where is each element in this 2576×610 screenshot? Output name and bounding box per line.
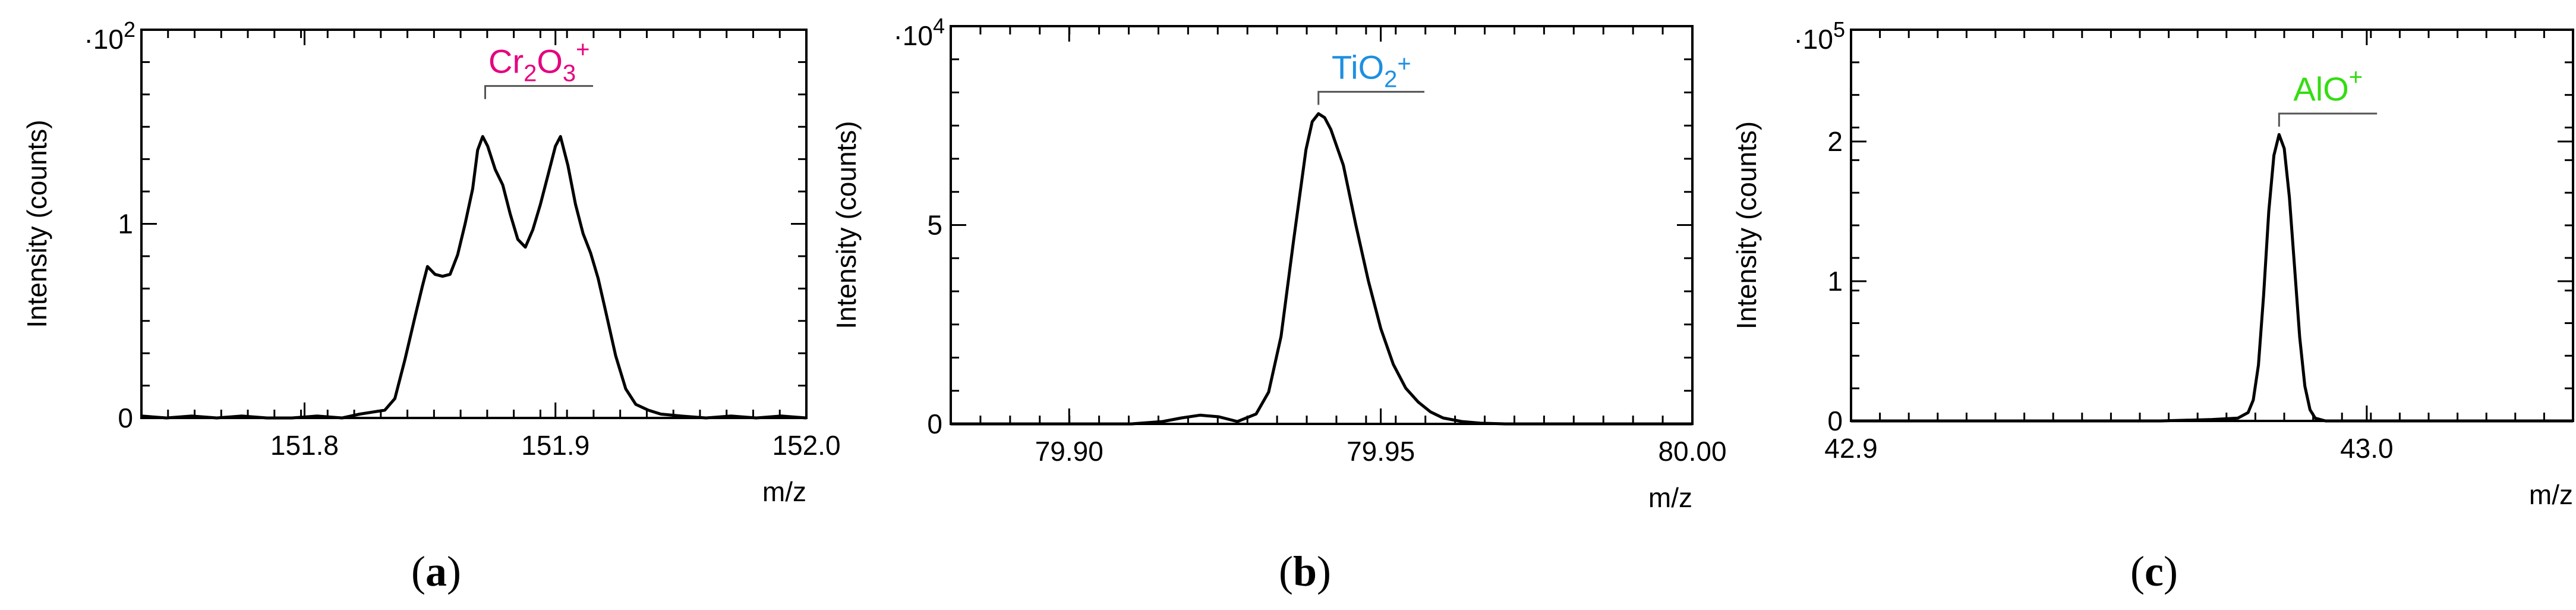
ion-label: Cr2O3+ (488, 37, 590, 87)
minor-ticks (141, 30, 806, 418)
y-axis-title: Intensity (counts) (21, 120, 52, 328)
annotation-bracket (2278, 112, 2378, 127)
panel-letter: (b) (1279, 548, 1331, 595)
y-multiplier: ·105 (1793, 17, 1845, 55)
y-multiplier: ·104 (893, 14, 945, 51)
x-tick-label: 152.0 (772, 430, 840, 461)
annotation-bracket (1317, 90, 1425, 105)
panel-c: 42.9 43.0 0 1 2 ·105 Intensity (counts) m/z AlO+… (1731, 17, 2574, 595)
x-axis-title: m/z (2529, 479, 2573, 510)
y-axis-title: Intensity (counts) (1731, 121, 1762, 329)
annotation-bracket (484, 85, 594, 99)
plot-frame (950, 25, 1694, 425)
ion-label: TiO2+ (1332, 48, 1411, 92)
y-tick-label: 0 (1827, 405, 1843, 436)
x-tick-label: 151.8 (270, 430, 339, 461)
panel-letter: (c) (2130, 548, 2178, 595)
y-tick-label: 5 (927, 210, 942, 241)
x-tick-label: 80.00 (1658, 436, 1726, 467)
x-tick-label: 79.90 (1035, 436, 1103, 467)
y-tick-label: 1 (1827, 266, 1843, 297)
spectrum-line (1851, 133, 2573, 423)
x-tick-label: 43.0 (2340, 433, 2394, 464)
spectrum-line (951, 112, 1692, 426)
panel-a: 151.8 151.9 152.0 0 1 ·102 Intensity (counts) m… (21, 17, 841, 595)
y-tick-label: 1 (118, 209, 133, 240)
plot-frame (140, 29, 808, 419)
y-axis-title: Intensity (counts) (831, 121, 862, 329)
panel-letter: (a) (411, 548, 461, 595)
y-multiplier: ·102 (84, 17, 135, 55)
minor-ticks (951, 26, 1692, 424)
minor-ticks (1851, 30, 2573, 421)
x-tick-label: 42.9 (1824, 433, 1878, 464)
x-tick-label: 151.9 (521, 430, 589, 461)
x-axis-title: m/z (1648, 482, 1692, 513)
ion-label: AlO+ (2293, 64, 2363, 108)
x-tick-label: 79.95 (1347, 436, 1415, 467)
x-axis-title: m/z (762, 476, 806, 507)
plot-frame (1850, 29, 2574, 422)
y-tick-label: 0 (927, 408, 942, 439)
spectrum-line (141, 135, 807, 420)
y-tick-label: 2 (1827, 126, 1843, 157)
panel-b: 79.90 79.95 80.00 0 5 ·104 Intensity (counts) m… (831, 14, 1727, 595)
y-tick-label: 0 (118, 403, 133, 433)
